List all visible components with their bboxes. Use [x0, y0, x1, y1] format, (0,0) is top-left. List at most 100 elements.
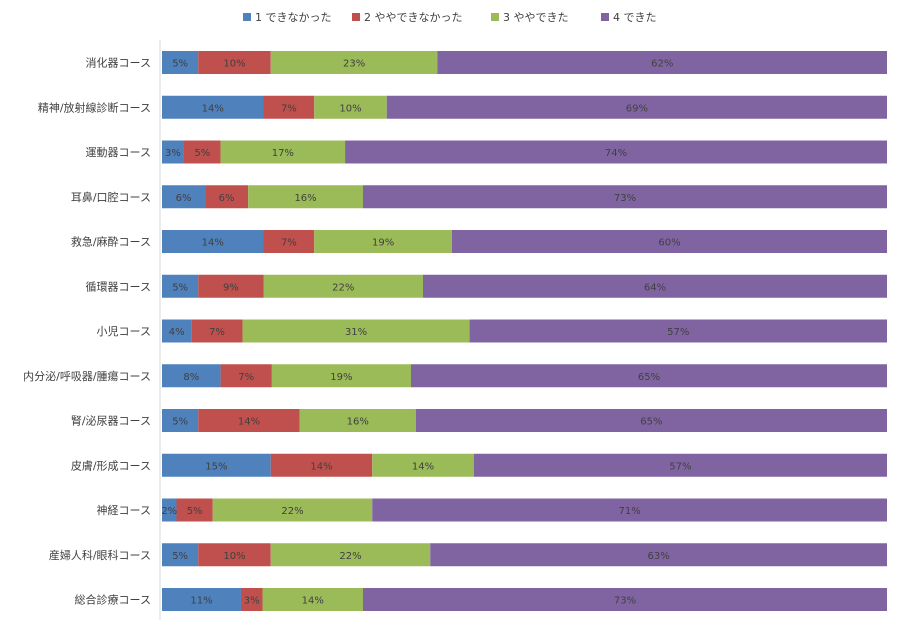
bar-segment — [162, 453, 271, 477]
bar-segment — [162, 319, 192, 343]
legend-entry: 2 ややできなかった — [364, 11, 463, 24]
category-label: 耳鼻/口腔コース — [71, 190, 151, 204]
bar-segment — [437, 51, 887, 74]
category-label: 産婦人科/眼科コース — [49, 548, 151, 562]
data-label: 62% — [651, 59, 673, 70]
bar-segment — [263, 95, 315, 119]
data-label: 4% — [169, 327, 185, 338]
bar-segment — [372, 453, 474, 477]
legend-swatch — [243, 13, 251, 21]
data-label: 22% — [339, 551, 361, 562]
data-label: 69% — [626, 103, 648, 114]
data-label: 7% — [281, 238, 297, 249]
bar-segment — [162, 274, 199, 298]
category-label: 皮膚/形成コース — [71, 458, 151, 472]
legend-swatch — [491, 13, 499, 21]
bar-segment — [314, 95, 387, 119]
bar-segment — [191, 319, 243, 343]
data-label: 60% — [658, 238, 680, 249]
data-label: 19% — [372, 238, 394, 249]
data-label: 7% — [209, 327, 225, 338]
data-label: 71% — [619, 506, 641, 517]
data-label: 6% — [176, 193, 192, 204]
data-label: 14% — [202, 238, 224, 249]
bar-segment — [162, 185, 206, 209]
bar-segment — [473, 453, 887, 477]
category-label: 内分泌/呼吸器/腫瘍コース — [23, 369, 151, 383]
bar-segment — [212, 498, 373, 522]
data-label: 74% — [605, 148, 627, 159]
data-label: 57% — [667, 327, 689, 338]
data-label: 3% — [244, 596, 260, 607]
data-label: 19% — [330, 372, 352, 383]
data-label: 31% — [345, 327, 367, 338]
data-label: 73% — [614, 596, 636, 607]
bar-segment — [162, 498, 177, 522]
category-label: 運動器コース — [86, 145, 151, 159]
category-label: 総合診療コース — [75, 593, 151, 607]
category-label: 小児コース — [97, 325, 151, 338]
category-label: 腎/泌尿器コース — [71, 415, 151, 428]
data-label: 65% — [640, 417, 662, 428]
data-label: 22% — [332, 282, 354, 293]
data-label: 17% — [272, 148, 294, 159]
category-label: 精神/放射線診断コース — [38, 100, 151, 114]
data-label: 5% — [194, 148, 210, 159]
bar-segment — [423, 274, 887, 298]
category-label: 救急/麻酔コース — [71, 235, 151, 249]
legend-swatch — [601, 13, 609, 21]
bar-segment — [248, 185, 363, 209]
data-label: 22% — [281, 506, 303, 517]
data-label: 64% — [644, 282, 666, 293]
category-label: 消化器コース — [86, 56, 151, 70]
data-label: 7% — [238, 372, 254, 383]
data-label: 5% — [172, 59, 188, 70]
data-label: 14% — [238, 417, 260, 428]
data-label: 14% — [202, 103, 224, 114]
bar-segment — [162, 140, 184, 164]
data-label: 16% — [294, 193, 316, 204]
category-label: 神経コース — [97, 503, 151, 517]
data-label: 6% — [219, 193, 235, 204]
data-label: 15% — [205, 461, 227, 472]
bar-segment — [198, 543, 271, 567]
data-label: 5% — [172, 551, 188, 562]
bar-segment — [162, 51, 199, 74]
data-label: 63% — [648, 551, 670, 562]
data-label: 2% — [161, 506, 177, 517]
bar-segment — [262, 588, 363, 611]
bar-segment — [162, 409, 199, 432]
data-label: 23% — [343, 59, 365, 70]
bar-segment — [162, 364, 221, 388]
data-label: 14% — [310, 461, 332, 472]
data-label: 16% — [347, 417, 369, 428]
legend-entry: 4 できた — [613, 11, 657, 24]
bar-segment — [270, 543, 431, 567]
data-label: 10% — [223, 551, 245, 562]
bar-segment — [162, 588, 241, 611]
bar-segment — [162, 95, 264, 119]
bar-segment — [299, 409, 416, 432]
data-label: 8% — [183, 372, 199, 383]
bar-segment — [270, 453, 373, 477]
data-label: 57% — [669, 461, 691, 472]
bar-segment — [205, 185, 249, 209]
data-label: 7% — [281, 103, 297, 114]
legend-entry: 3 ややできた — [503, 11, 569, 24]
bar-segment — [362, 185, 887, 209]
bar-segment — [372, 498, 887, 522]
data-label: 5% — [187, 506, 203, 517]
bar-segment — [220, 364, 272, 388]
bar-segment — [176, 498, 213, 522]
bar-segment — [430, 543, 887, 567]
category-label: 循環器コース — [86, 280, 151, 293]
data-label: 5% — [172, 417, 188, 428]
legend-entry: 1 できなかった — [255, 11, 332, 24]
bar-segment — [314, 230, 452, 253]
bar-segment — [469, 319, 887, 343]
legend-swatch — [352, 13, 360, 21]
data-label: 65% — [638, 372, 660, 383]
bar-segment — [183, 140, 221, 164]
data-label: 10% — [223, 59, 245, 70]
